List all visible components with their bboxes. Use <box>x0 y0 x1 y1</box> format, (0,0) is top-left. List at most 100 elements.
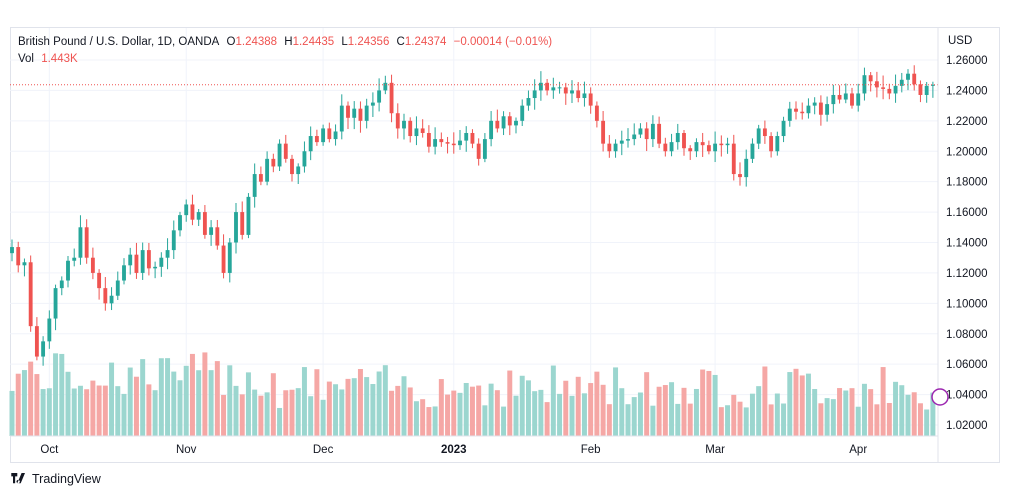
candle-body[interactable] <box>97 272 102 289</box>
candle-body[interactable] <box>507 116 512 126</box>
candle-body[interactable] <box>34 326 39 357</box>
candle-body[interactable] <box>893 85 898 94</box>
candle-body[interactable] <box>638 128 643 135</box>
candle-body[interactable] <box>470 133 475 144</box>
candle-body[interactable] <box>731 143 736 175</box>
candle-body[interactable] <box>202 212 207 235</box>
candle-body[interactable] <box>53 288 58 319</box>
candle-body[interactable] <box>800 111 805 114</box>
candle-body[interactable] <box>806 105 811 114</box>
candle-body[interactable] <box>215 227 220 246</box>
candle-body[interactable] <box>370 102 375 106</box>
candle-body[interactable] <box>881 87 886 89</box>
candle-body[interactable] <box>402 120 406 129</box>
candle-body[interactable] <box>750 143 755 159</box>
candle-body[interactable] <box>738 174 742 178</box>
candle-body[interactable] <box>196 212 201 220</box>
candle-body[interactable] <box>252 174 257 197</box>
candle-body[interactable] <box>570 90 574 94</box>
candle-body[interactable] <box>868 75 873 82</box>
candle-body[interactable] <box>78 227 83 258</box>
candle-body[interactable] <box>713 143 718 152</box>
candle-body[interactable] <box>134 254 139 273</box>
candle-body[interactable] <box>90 257 95 273</box>
candle-body[interactable] <box>514 120 518 126</box>
candle-body[interactable] <box>308 136 313 152</box>
candle-body[interactable] <box>327 128 332 140</box>
candle-body[interactable] <box>688 148 693 152</box>
candle-body[interactable] <box>551 87 556 91</box>
volume-label[interactable]: Vol <box>18 53 34 65</box>
candle-body[interactable] <box>426 133 431 147</box>
candle-body[interactable] <box>775 136 780 152</box>
candle-body[interactable] <box>265 158 270 182</box>
candle-body[interactable] <box>377 90 382 103</box>
candle-body[interactable] <box>582 93 587 99</box>
candle-body[interactable] <box>364 105 369 121</box>
candle-body[interactable] <box>899 79 904 86</box>
candle-body[interactable] <box>912 73 917 85</box>
candle-body[interactable] <box>837 94 842 100</box>
candle-body[interactable] <box>171 230 176 251</box>
candle-body[interactable] <box>458 140 462 146</box>
candle-body[interactable] <box>383 82 388 91</box>
candle-body[interactable] <box>146 250 151 269</box>
candle-body[interactable] <box>389 82 394 114</box>
candle-body[interactable] <box>321 128 326 143</box>
candle-body[interactable] <box>657 123 662 144</box>
candle-body[interactable] <box>333 131 338 140</box>
candle-body[interactable] <box>700 142 705 146</box>
candle-body[interactable] <box>520 105 525 121</box>
candle-body[interactable] <box>72 257 77 261</box>
candle-body[interactable] <box>924 85 929 95</box>
candle-body[interactable] <box>258 174 263 182</box>
candle-body[interactable] <box>787 108 792 121</box>
candle-body[interactable] <box>47 318 52 342</box>
candle-body[interactable] <box>221 245 226 273</box>
candle-body[interactable] <box>140 250 145 273</box>
candle-body[interactable] <box>28 262 33 327</box>
candle-body[interactable] <box>66 260 70 281</box>
candle-body[interactable] <box>682 133 686 149</box>
candle-body[interactable] <box>283 143 288 159</box>
candle-body[interactable] <box>209 227 214 235</box>
candle-body[interactable] <box>632 134 637 140</box>
candle-body[interactable] <box>650 123 655 140</box>
candle-body[interactable] <box>706 145 711 152</box>
candle-body[interactable] <box>930 84 935 86</box>
candle-body[interactable] <box>464 133 469 141</box>
candle-body[interactable] <box>476 143 481 159</box>
candle-body[interactable] <box>352 108 357 118</box>
candle-body[interactable] <box>756 128 761 144</box>
candle-body[interactable] <box>302 151 307 167</box>
candle-body[interactable] <box>694 142 699 152</box>
currency-label[interactable]: USD <box>948 35 972 47</box>
candle-body[interactable] <box>420 128 425 133</box>
compare-icon[interactable] <box>931 388 949 406</box>
candle-body[interactable] <box>414 128 419 137</box>
candle-body[interactable] <box>843 93 848 100</box>
candle-body[interactable] <box>433 139 438 147</box>
candle-body[interactable] <box>744 158 749 178</box>
candle-body[interactable] <box>781 120 786 137</box>
candle-body[interactable] <box>115 280 120 296</box>
candle-body[interactable] <box>339 105 344 132</box>
candle-body[interactable] <box>153 266 158 269</box>
candle-body[interactable] <box>103 288 108 304</box>
candle-body[interactable] <box>874 81 879 88</box>
candle-body[interactable] <box>526 98 531 106</box>
candle-body[interactable] <box>762 128 767 137</box>
candle-body[interactable] <box>576 90 581 99</box>
candle-body[interactable] <box>850 93 854 106</box>
candle-body[interactable] <box>122 265 126 281</box>
candle-body[interactable] <box>234 212 238 243</box>
candle-body[interactable] <box>190 204 195 220</box>
candle-body[interactable] <box>84 227 89 258</box>
candle-body[interactable] <box>59 280 64 289</box>
candle-body[interactable] <box>495 120 500 129</box>
candle-body[interactable] <box>825 104 830 115</box>
candle-body[interactable] <box>856 93 861 106</box>
candle-body[interactable] <box>831 94 836 105</box>
candle-body[interactable] <box>818 102 823 115</box>
